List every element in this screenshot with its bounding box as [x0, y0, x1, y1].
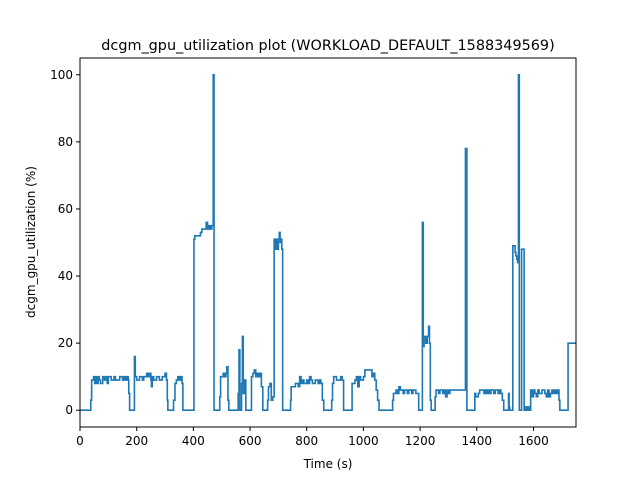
chart-title: dcgm_gpu_utilization plot (WORKLOAD_DEFA…	[101, 38, 554, 54]
y-axis-ticks: 0 20 40 60 80 100	[50, 68, 80, 417]
x-tick-label: 1000	[348, 434, 379, 448]
x-tick-label: 1400	[462, 434, 493, 448]
series-line-dcgm_gpu_utilization	[80, 73, 576, 412]
x-axis-label: Time (s)	[303, 457, 353, 471]
x-axis-ticks: 0 200 400 600 800 1000 1200 1400 1600	[76, 427, 549, 448]
x-tick-label: 200	[125, 434, 148, 448]
x-tick-label: 1600	[518, 434, 549, 448]
plot-area	[80, 73, 576, 412]
x-tick-label: 600	[239, 434, 262, 448]
x-tick-label: 800	[295, 434, 318, 448]
x-tick-label: 400	[182, 434, 205, 448]
x-tick-label: 1200	[405, 434, 436, 448]
y-tick-label: 60	[58, 202, 73, 216]
y-tick-label: 80	[58, 135, 73, 149]
y-tick-label: 20	[58, 336, 73, 350]
y-tick-label: 100	[50, 68, 73, 82]
y-tick-label: 0	[65, 403, 73, 417]
y-tick-label: 40	[58, 269, 73, 283]
axes-frame	[79, 57, 577, 428]
x-tick-label: 0	[76, 434, 84, 448]
y-axis-label: dcgm_gpu_utilization (%)	[24, 166, 38, 318]
